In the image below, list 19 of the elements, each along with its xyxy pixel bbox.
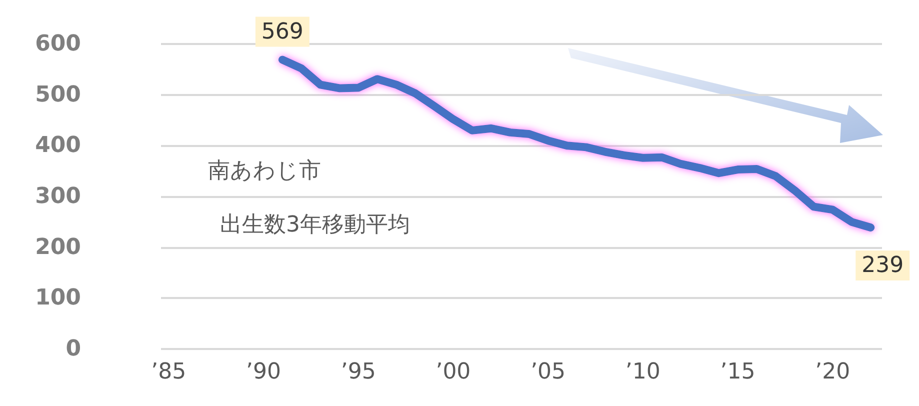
data-label: 239 <box>862 253 904 278</box>
y-tick-label: 300 <box>35 184 81 209</box>
x-tick-label: ’95 <box>340 360 376 384</box>
y-tick-label: 200 <box>35 234 81 260</box>
x-tick-label: ’15 <box>720 360 756 384</box>
y-tick-label: 100 <box>35 286 81 311</box>
annotation: 南あわじ市 <box>208 158 321 184</box>
annotation: 出生数3年移動平均 <box>220 212 410 238</box>
x-tick-label: ’20 <box>815 360 850 384</box>
x-tick-label: ’05 <box>530 360 566 384</box>
x-tick-label: ’00 <box>436 360 471 384</box>
y-tick-label: 0 <box>66 336 81 362</box>
data-label: 569 <box>261 19 304 44</box>
y-tick-label: 500 <box>35 82 81 108</box>
x-tick-label: ’90 <box>246 360 281 384</box>
y-tick-label: 600 <box>35 32 81 56</box>
x-tick-label: ’10 <box>625 360 660 384</box>
x-tick-label: ’85 <box>151 360 186 384</box>
y-tick-label: 400 <box>35 133 81 158</box>
